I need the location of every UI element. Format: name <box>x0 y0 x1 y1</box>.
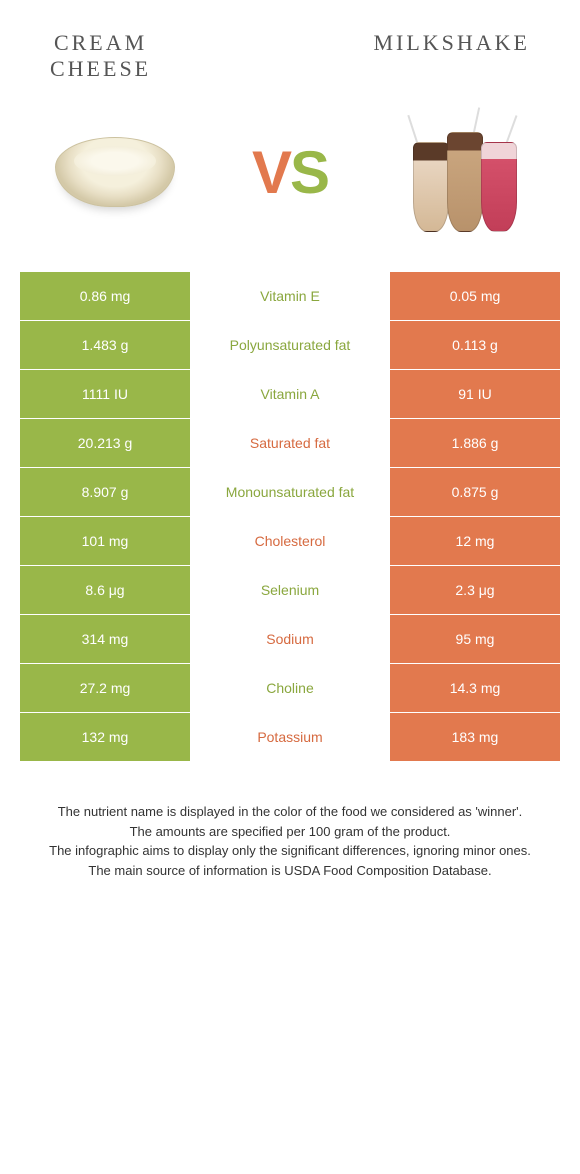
left-value: 0.86 mg <box>20 272 190 320</box>
left-value: 1.483 g <box>20 321 190 369</box>
nutrient-label: Choline <box>190 664 390 712</box>
right-value: 0.113 g <box>390 321 560 369</box>
nutrient-label: Selenium <box>190 566 390 614</box>
right-value: 95 mg <box>390 615 560 663</box>
table-row: 0.86 mgVitamin E0.05 mg <box>20 272 560 321</box>
nutrient-label: Vitamin E <box>190 272 390 320</box>
footer-notes: The nutrient name is displayed in the co… <box>0 762 580 880</box>
nutrient-label: Potassium <box>190 713 390 761</box>
table-row: 1.483 gPolyunsaturated fat0.113 g <box>20 321 560 370</box>
left-value: 8.907 g <box>20 468 190 516</box>
table-row: 314 mgSodium95 mg <box>20 615 560 664</box>
right-value: 2.3 μg <box>390 566 560 614</box>
footer-line: The amounts are specified per 100 gram o… <box>30 822 550 842</box>
header: CREAM CHEESE MILKSHAKE <box>0 0 580 92</box>
hero-row: VS <box>0 92 580 262</box>
vs-v: V <box>252 139 290 206</box>
nutrient-label: Saturated fat <box>190 419 390 467</box>
right-value: 12 mg <box>390 517 560 565</box>
table-row: 132 mgPotassium183 mg <box>20 713 560 762</box>
title-milkshake: MILKSHAKE <box>373 30 530 82</box>
nutrient-label: Vitamin A <box>190 370 390 418</box>
right-value: 91 IU <box>390 370 560 418</box>
table-row: 20.213 gSaturated fat1.886 g <box>20 419 560 468</box>
milkshake-image <box>395 102 535 242</box>
left-value: 132 mg <box>20 713 190 761</box>
left-value: 20.213 g <box>20 419 190 467</box>
vs-s: S <box>290 139 328 206</box>
nutrition-table: 0.86 mgVitamin E0.05 mg1.483 gPolyunsatu… <box>20 272 560 762</box>
nutrient-label: Cholesterol <box>190 517 390 565</box>
right-value: 183 mg <box>390 713 560 761</box>
left-value: 8.6 μg <box>20 566 190 614</box>
nutrient-label: Polyunsaturated fat <box>190 321 390 369</box>
footer-line: The infographic aims to display only the… <box>30 841 550 861</box>
left-value: 314 mg <box>20 615 190 663</box>
table-row: 1111 IUVitamin A91 IU <box>20 370 560 419</box>
title-cream-cheese: CREAM CHEESE <box>50 30 151 82</box>
footer-line: The main source of information is USDA F… <box>30 861 550 881</box>
left-value: 101 mg <box>20 517 190 565</box>
right-value: 14.3 mg <box>390 664 560 712</box>
table-row: 8.6 μgSelenium2.3 μg <box>20 566 560 615</box>
footer-line: The nutrient name is displayed in the co… <box>30 802 550 822</box>
table-row: 101 mgCholesterol12 mg <box>20 517 560 566</box>
table-row: 8.907 gMonounsaturated fat0.875 g <box>20 468 560 517</box>
cream-cheese-image <box>45 102 185 242</box>
nutrient-label: Monounsaturated fat <box>190 468 390 516</box>
vs-label: VS <box>252 138 328 207</box>
table-row: 27.2 mgCholine14.3 mg <box>20 664 560 713</box>
right-value: 0.875 g <box>390 468 560 516</box>
right-value: 0.05 mg <box>390 272 560 320</box>
left-value: 1111 IU <box>20 370 190 418</box>
nutrient-label: Sodium <box>190 615 390 663</box>
left-value: 27.2 mg <box>20 664 190 712</box>
right-value: 1.886 g <box>390 419 560 467</box>
